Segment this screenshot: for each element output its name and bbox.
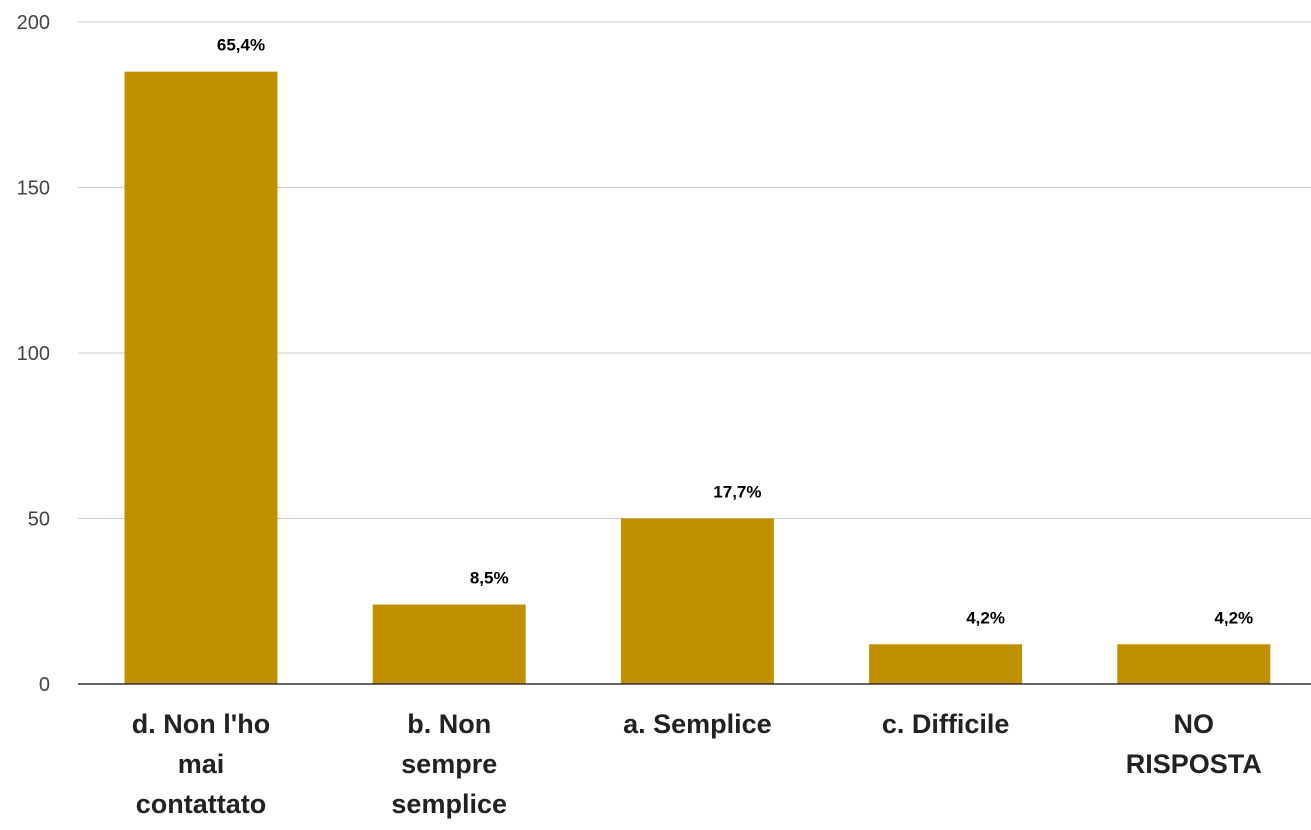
y-tick-label: 100 (17, 343, 50, 365)
x-category-label: mai (178, 749, 225, 779)
y-tick-label: 0 (39, 674, 50, 696)
y-tick-label: 50 (28, 509, 50, 531)
bar (372, 604, 526, 684)
x-category-label: NO (1174, 709, 1215, 739)
x-category-label: c. Difficile (882, 709, 1010, 739)
x-category-label: a. Semplice (623, 709, 772, 739)
y-tick-label: 200 (17, 12, 50, 34)
bar (1117, 644, 1271, 684)
data-label: 4,2% (1214, 608, 1253, 627)
bar (869, 644, 1023, 684)
data-label: 17,7% (713, 483, 761, 502)
data-label: 4,2% (966, 608, 1005, 627)
x-category-label: contattato (136, 789, 267, 819)
x-category-label: semplice (391, 789, 507, 819)
x-category-label: RISPOSTA (1126, 749, 1262, 779)
bar (620, 518, 774, 684)
x-category-label: b. Non (407, 709, 491, 739)
x-category-label: d. Non l'ho (132, 709, 270, 739)
data-label: 8,5% (470, 569, 509, 588)
bar (124, 71, 278, 684)
y-tick-label: 150 (17, 178, 50, 200)
x-category-label: sempre (401, 749, 497, 779)
data-label: 65,4% (217, 36, 265, 55)
